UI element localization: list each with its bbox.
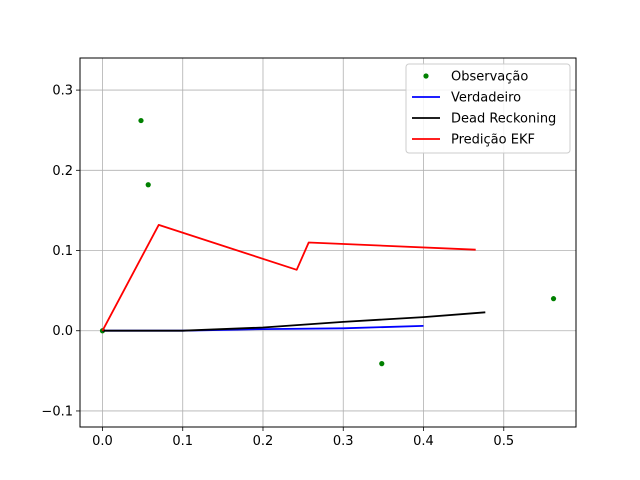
y-tick-label: 0.1 bbox=[52, 244, 73, 259]
x-tick-label: 0.0 bbox=[92, 434, 113, 449]
y-tick-label: −0.1 bbox=[41, 404, 73, 419]
axes-frame bbox=[79, 57, 577, 428]
dead-reckoning-line bbox=[102, 311, 486, 332]
legend-label: Observação bbox=[451, 70, 528, 85]
legend-marker-observacao bbox=[423, 73, 429, 79]
legend[interactable]: Observação Verdadeiro Dead Reckoning Prediç… bbox=[405, 63, 571, 154]
legend-label: Verdadeiro bbox=[451, 91, 521, 106]
y-tick-label: 0.0 bbox=[52, 324, 73, 339]
observacao-point bbox=[379, 361, 385, 367]
observacao-point bbox=[550, 296, 557, 302]
ticks: 0.0 0.1 0.2 0.3 0.4 0.5 −0.1 0.0 0.1 0.2 0.3 bbox=[41, 84, 514, 449]
x-tick-label: 0.1 bbox=[172, 434, 193, 449]
x-tick-label: 0.5 bbox=[493, 434, 514, 449]
x-tick-label: 0.2 bbox=[253, 434, 274, 449]
observacao-point bbox=[145, 182, 151, 188]
legend-label: Dead Reckoning bbox=[451, 112, 556, 127]
y-tick-label: 0.2 bbox=[52, 164, 73, 179]
x-tick-label: 0.4 bbox=[413, 434, 434, 449]
x-tick-label: 0.3 bbox=[333, 434, 354, 449]
series-layer bbox=[99, 117, 557, 367]
predicao-ekf-line bbox=[101, 223, 476, 332]
legend-box bbox=[405, 63, 571, 154]
observacao-point bbox=[138, 117, 144, 124]
legend-label: Predição EKF bbox=[451, 133, 535, 148]
y-tick-label: 0.3 bbox=[52, 84, 73, 99]
